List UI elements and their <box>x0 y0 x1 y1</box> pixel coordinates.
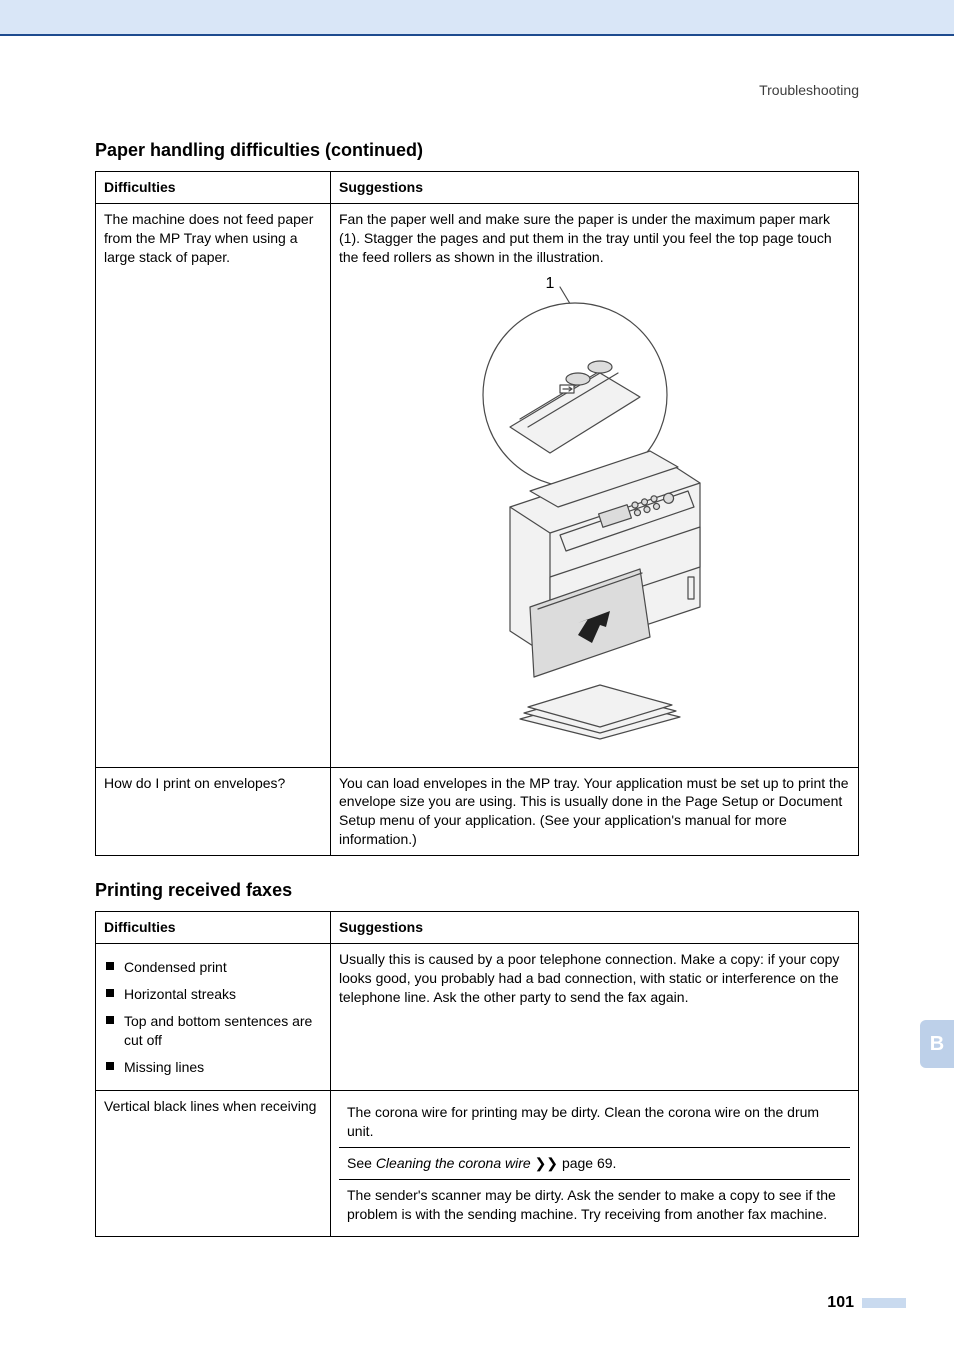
cell-difficulty: How do I print on envelopes? <box>96 767 331 856</box>
list-item: Missing lines <box>104 1058 322 1077</box>
table-header-row: Difficulties Suggestions <box>96 172 859 204</box>
list-item: Condensed print <box>104 958 322 977</box>
table-row: Condensed print Horizontal streaks Top a… <box>96 944 859 1091</box>
section-tab-label: B <box>930 1033 944 1056</box>
xref-title: Cleaning the corona wire <box>376 1155 531 1171</box>
col-suggestions: Suggestions <box>331 912 859 944</box>
suggestion-part-2: See Cleaning the corona wire ❯❯ page 69. <box>339 1147 850 1179</box>
list-item: Horizontal streaks <box>104 985 322 1004</box>
breadcrumb: Troubleshooting <box>95 76 859 116</box>
document-page: Troubleshooting Paper handling difficult… <box>0 36 954 1348</box>
suggestion-text: Fan the paper well and make sure the pap… <box>339 211 832 265</box>
page-footer: 101 <box>827 1294 906 1312</box>
table-header-row: Difficulties Suggestions <box>96 912 859 944</box>
table-paper-handling: Difficulties Suggestions The machine doe… <box>95 171 859 856</box>
col-suggestions: Suggestions <box>331 172 859 204</box>
footer-accent-bar <box>862 1298 906 1308</box>
printer-illustration <box>450 277 740 747</box>
cell-suggestion: Usually this is caused by a poor telepho… <box>331 944 859 1091</box>
cell-difficulty: Condensed print Horizontal streaks Top a… <box>96 944 331 1091</box>
xref-prefix: See <box>347 1155 376 1171</box>
col-difficulties: Difficulties <box>96 912 331 944</box>
cell-suggestion: Fan the paper well and make sure the pap… <box>331 203 859 767</box>
cell-difficulty: Vertical black lines when receiving <box>96 1091 331 1236</box>
cell-difficulty: The machine does not feed paper from the… <box>96 203 331 767</box>
cell-suggestion: You can load envelopes in the MP tray. Y… <box>331 767 859 856</box>
suggestion-part-1: The corona wire for printing may be dirt… <box>339 1097 850 1147</box>
page-number: 101 <box>827 1294 854 1312</box>
table-row: The machine does not feed paper from the… <box>96 203 859 767</box>
cell-suggestion-stacked: The corona wire for printing may be dirt… <box>331 1091 859 1236</box>
xref-arrow-icon: ❯❯ <box>531 1155 562 1171</box>
list-item: Top and bottom sentences are cut off <box>104 1012 322 1050</box>
section-title-printing-faxes: Printing received faxes <box>95 880 859 901</box>
illustration-wrapper: 1 <box>339 267 850 761</box>
top-accent-band <box>0 0 954 36</box>
col-difficulties: Difficulties <box>96 172 331 204</box>
suggestion-part-3: The sender's scanner may be dirty. Ask t… <box>339 1179 850 1230</box>
table-row: How do I print on envelopes? You can loa… <box>96 767 859 856</box>
section-tab-b: B <box>920 1020 954 1068</box>
xref-page: page 69. <box>562 1155 617 1171</box>
section-title-paper-handling: Paper handling difficulties (continued) <box>95 140 859 161</box>
difficulty-bullets: Condensed print Horizontal streaks Top a… <box>104 958 322 1076</box>
table-row: Vertical black lines when receiving The … <box>96 1091 859 1236</box>
illustration-marker-1: 1 <box>546 273 555 295</box>
table-printing-faxes: Difficulties Suggestions Condensed print… <box>95 911 859 1237</box>
